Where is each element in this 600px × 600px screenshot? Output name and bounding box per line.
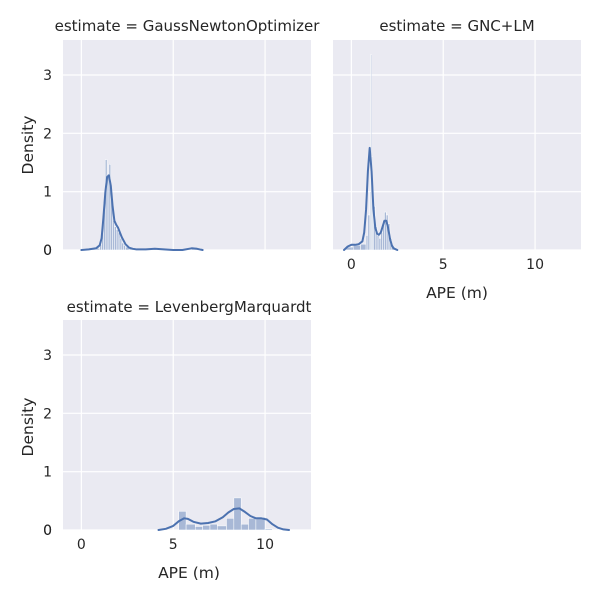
gauss-newton-histogram-bar bbox=[114, 226, 117, 251]
levenberg-marquardt-x-tick-label: 10 bbox=[256, 537, 274, 553]
panel-levenberg-marquardt-x-ticks: 0 5 10 bbox=[77, 537, 274, 553]
gauss-newton-histogram-bar bbox=[121, 242, 124, 251]
levenberg-marquardt-y-tick-label: 0 bbox=[43, 523, 52, 539]
panel-levenberg-marquardt-background bbox=[63, 320, 311, 530]
panel-gnc-lm-gridlines bbox=[333, 40, 581, 251]
gnc-lm-histogram-bar bbox=[376, 235, 380, 251]
gauss-newton-histogram-bar bbox=[117, 232, 121, 251]
gauss-newton-histogram-bar bbox=[116, 229, 119, 251]
levenberg-marquardt-histogram-bar bbox=[240, 523, 249, 531]
gauss-newton-y-tick-label: 2 bbox=[43, 126, 52, 142]
levenberg-marquardt-x-tick-label: 0 bbox=[77, 537, 86, 553]
levenberg-marquardt-histogram-bar bbox=[264, 528, 273, 531]
panel-gnc-lm-title: estimate = GNC+LM bbox=[379, 17, 534, 35]
panel-levenberg-marquardt-x-axis-label: APE (m) bbox=[158, 564, 220, 582]
levenberg-marquardt-histogram-bar bbox=[217, 525, 227, 531]
panel-gnc-lm: 0 5 10 estimate = GNC+LM APE (m) bbox=[333, 17, 581, 302]
levenberg-marquardt-histogram-bar bbox=[255, 516, 266, 531]
levenberg-marquardt-y-tick-label: 2 bbox=[43, 406, 52, 422]
panel-levenberg-marquardt-y-axis-label: Density bbox=[19, 398, 37, 457]
levenberg-marquardt-histogram-bar bbox=[226, 518, 235, 531]
panel-gauss-newton-kde bbox=[80, 174, 204, 251]
panel-levenberg-marquardt-title: estimate = LevenbergMarquardt bbox=[67, 298, 312, 316]
panel-gnc-lm-x-ticks: 0 5 10 bbox=[347, 257, 544, 273]
gauss-newton-kde-line bbox=[80, 174, 204, 251]
gauss-newton-y-tick-label: 1 bbox=[43, 185, 52, 201]
gnc-lm-x-tick-label: 10 bbox=[526, 257, 544, 273]
gnc-lm-x-tick-label: 5 bbox=[439, 257, 448, 273]
levenberg-marquardt-histogram-bar bbox=[233, 497, 242, 531]
panel-gauss-newton-background bbox=[63, 40, 311, 250]
levenberg-marquardt-histogram-bar bbox=[195, 526, 203, 531]
levenberg-marquardt-y-tick-label: 0 bbox=[43, 523, 52, 539]
gnc-lm-histogram-bar bbox=[365, 235, 369, 251]
panel-levenberg-marquardt-kde bbox=[157, 507, 290, 531]
levenberg-marquardt-y-tick-label: 3 bbox=[43, 348, 52, 364]
gnc-lm-histogram-bar bbox=[352, 245, 361, 251]
levenberg-marquardt-histogram-bar bbox=[248, 518, 257, 531]
gnc-lm-histogram-bar bbox=[380, 232, 383, 251]
levenberg-marquardt-x-tick-label: 5 bbox=[169, 537, 178, 553]
gauss-newton-histogram-bar bbox=[105, 159, 108, 251]
gnc-lm-histogram-bar bbox=[360, 243, 367, 251]
levenberg-marquardt-histogram-bar bbox=[209, 523, 218, 531]
panel-gnc-lm-x-axis-label: APE (m) bbox=[426, 284, 488, 302]
panel-levenberg-marquardt-histogram bbox=[178, 497, 273, 531]
gauss-newton-y-tick-label: 3 bbox=[43, 68, 52, 84]
gnc-lm-x-tick-label: 0 bbox=[347, 257, 356, 273]
gauss-newton-histogram-bar bbox=[119, 238, 123, 251]
panel-gauss-newton-histogram bbox=[81, 159, 202, 251]
levenberg-marquardt-kde-line bbox=[157, 507, 290, 531]
panel-levenberg-marquardt: 0 0 1 2 3 0 5 10 estimate = LevenbergMarquardt… bbox=[19, 298, 312, 582]
gnc-lm-kde-line bbox=[343, 146, 399, 251]
levenberg-marquardt-histogram-bar bbox=[185, 523, 196, 531]
gauss-newton-y-tick-label: 0 bbox=[43, 243, 52, 259]
gauss-newton-histogram-bar bbox=[123, 245, 126, 251]
gnc-lm-histogram-bar bbox=[367, 214, 370, 251]
levenberg-marquardt-y-tick-label: 1 bbox=[43, 465, 52, 481]
panel-gnc-lm-kde bbox=[343, 146, 399, 251]
gauss-newton-y-tick-label: 0 bbox=[43, 243, 52, 259]
levenberg-marquardt-histogram-bar bbox=[202, 525, 211, 531]
gauss-newton-histogram-bar bbox=[112, 220, 115, 251]
panel-gauss-newton-y-axis-label: Density bbox=[19, 116, 37, 175]
panel-gauss-newton-title: estimate = GaussNewtonOptimizer bbox=[55, 17, 321, 35]
gauss-newton-histogram-bar bbox=[106, 173, 110, 251]
gnc-lm-histogram-bar bbox=[384, 211, 387, 251]
gnc-lm-histogram-bar bbox=[378, 238, 382, 251]
